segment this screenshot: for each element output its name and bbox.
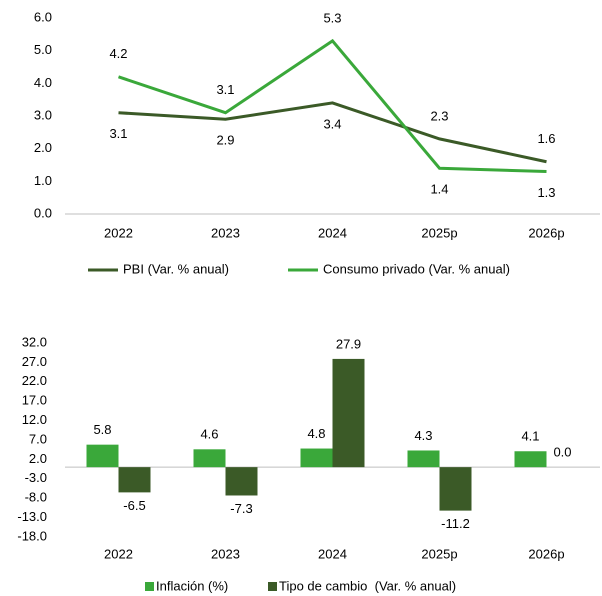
y-tick-label: 1.0 — [34, 173, 52, 188]
data-label: 2.3 — [430, 108, 448, 123]
y-tick-label: 4.0 — [34, 75, 52, 90]
data-label: 5.8 — [93, 422, 111, 437]
x-tick-label: 2023 — [211, 225, 240, 240]
bar — [332, 358, 365, 468]
line-series — [118, 38, 547, 174]
bar — [407, 450, 440, 468]
y-tick-label: 32.0 — [22, 334, 47, 349]
legend-label: PBI (Var. % anual) — [123, 261, 229, 276]
x-tick-label: 2026p — [528, 225, 564, 240]
legend-label: Consumo privado (Var. % anual) — [323, 261, 510, 276]
bar — [86, 444, 119, 468]
legend-swatch — [268, 582, 277, 591]
y-tick-label: 6.0 — [34, 9, 52, 24]
data-label: 4.6 — [200, 427, 218, 442]
y-tick-label: 2.0 — [34, 140, 52, 155]
x-tick-label: 2025p — [421, 225, 457, 240]
y-tick-label: 0.0 — [34, 205, 52, 220]
data-label: 5.3 — [323, 10, 341, 25]
bar — [439, 467, 472, 511]
data-label: -7.3 — [230, 501, 252, 516]
data-label: 1.6 — [537, 131, 555, 146]
data-label: 2.9 — [216, 133, 234, 148]
data-label: 4.2 — [109, 46, 127, 61]
x-tick-label: 2025p — [421, 546, 457, 561]
y-tick-label: 22.0 — [22, 373, 47, 388]
data-label: 27.9 — [336, 336, 361, 351]
legend-swatch — [145, 582, 154, 591]
data-label: 1.4 — [430, 182, 448, 197]
y-tick-label: 7.0 — [29, 431, 47, 446]
data-label: 3.4 — [323, 116, 341, 131]
y-tick-label: -18.0 — [17, 528, 47, 543]
x-tick-label: 2023 — [211, 546, 240, 561]
data-label: 4.3 — [414, 428, 432, 443]
bar — [514, 451, 547, 468]
data-label: -6.5 — [123, 498, 145, 513]
data-label: 3.1 — [216, 82, 234, 97]
data-label: 4.8 — [307, 426, 325, 441]
legend-label: Tipo de cambio (Var. % anual) — [279, 578, 456, 593]
y-tick-label: 17.0 — [22, 393, 47, 408]
y-tick-label: -8.0 — [25, 490, 47, 505]
x-tick-label: 2022 — [104, 225, 133, 240]
x-tick-label: 2026p — [528, 546, 564, 561]
bar — [118, 467, 151, 493]
y-tick-label: -13.0 — [17, 509, 47, 524]
bar — [225, 467, 258, 496]
y-tick-label: 2.0 — [29, 451, 47, 466]
x-tick-label: 2022 — [104, 546, 133, 561]
data-label: 4.1 — [521, 429, 539, 444]
bar — [300, 448, 333, 468]
y-tick-label: 5.0 — [34, 42, 52, 57]
y-tick-label: 3.0 — [34, 107, 52, 122]
bar — [193, 449, 226, 468]
y-tick-label: 12.0 — [22, 412, 47, 427]
data-label: 3.1 — [109, 126, 127, 141]
x-tick-label: 2024 — [318, 546, 347, 561]
data-label: 0.0 — [553, 445, 571, 460]
legend-label: Inflación (%) — [156, 578, 228, 593]
x-tick-label: 2024 — [318, 225, 347, 240]
y-tick-label: 27.0 — [22, 354, 47, 369]
line-series — [118, 101, 547, 164]
y-tick-label: -3.0 — [25, 470, 47, 485]
data-label: -11.2 — [441, 516, 470, 531]
data-label: 1.3 — [537, 185, 555, 200]
